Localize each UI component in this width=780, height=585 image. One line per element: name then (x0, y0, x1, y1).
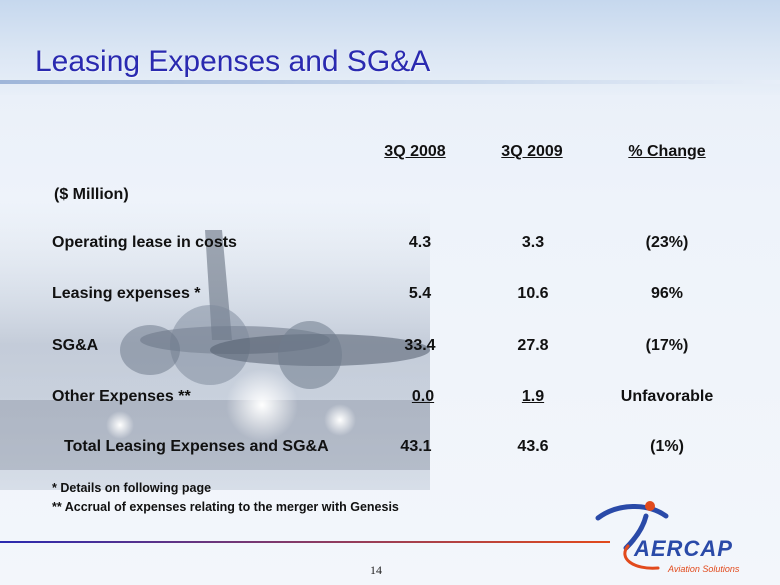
total-row-label: Total Leasing Expenses and SG&A (64, 438, 329, 455)
row-value-change: Unfavorable (620, 388, 714, 405)
logo-wordmark: AERCAP (634, 536, 733, 561)
row-value-3q2009: 10.6 (517, 285, 549, 302)
total-value-3q2008: 43.1 (400, 438, 432, 455)
row-value-change: 96% (650, 285, 684, 302)
row-label: SG&A (52, 337, 99, 354)
row-label: Operating lease in costs (52, 234, 237, 251)
title-divider (0, 80, 780, 84)
total-value-change: (1%) (650, 438, 684, 455)
header-background (0, 0, 780, 95)
footer-divider (0, 541, 610, 543)
row-value-change: (23%) (645, 234, 689, 251)
unit-label: ($ Million) (54, 186, 129, 203)
row-value-3q2008: 4.3 (408, 234, 432, 251)
row-value-3q2008: 0.0 (375, 388, 465, 406)
row-label: Leasing expenses * (52, 285, 201, 302)
row-value-3q2009-text: 1.9 (521, 388, 545, 405)
aercap-logo: AERCAP Aviation Solutions (588, 498, 748, 580)
column-header-3q2009: 3Q 2009 (501, 143, 563, 160)
row-value-3q2008: 5.4 (408, 285, 432, 302)
row-value-3q2008: 33.4 (404, 337, 436, 354)
row-value-3q2009: 1.9 (488, 388, 578, 406)
slide-title: Leasing Expenses and SG&A (35, 45, 431, 78)
column-header-change: % Change (628, 143, 706, 160)
row-value-3q2009: 3.3 (521, 234, 545, 251)
footnote-1: * Details on following page (52, 481, 212, 495)
aercap-logo-figure-icon (595, 501, 669, 570)
row-value-3q2009: 27.8 (517, 337, 549, 354)
page-number: 14 (370, 563, 382, 577)
total-value-3q2009: 43.6 (517, 438, 549, 455)
logo-tagline: Aviation Solutions (668, 564, 740, 574)
row-value-3q2008-text: 0.0 (411, 388, 435, 405)
row-value-change: (17%) (645, 337, 689, 354)
column-header-3q2008: 3Q 2008 (384, 143, 446, 160)
aircraft-background-image (0, 200, 430, 490)
row-label: Other Expenses ** (52, 388, 191, 405)
footnote-2: ** Accrual of expenses relating to the m… (52, 500, 399, 514)
